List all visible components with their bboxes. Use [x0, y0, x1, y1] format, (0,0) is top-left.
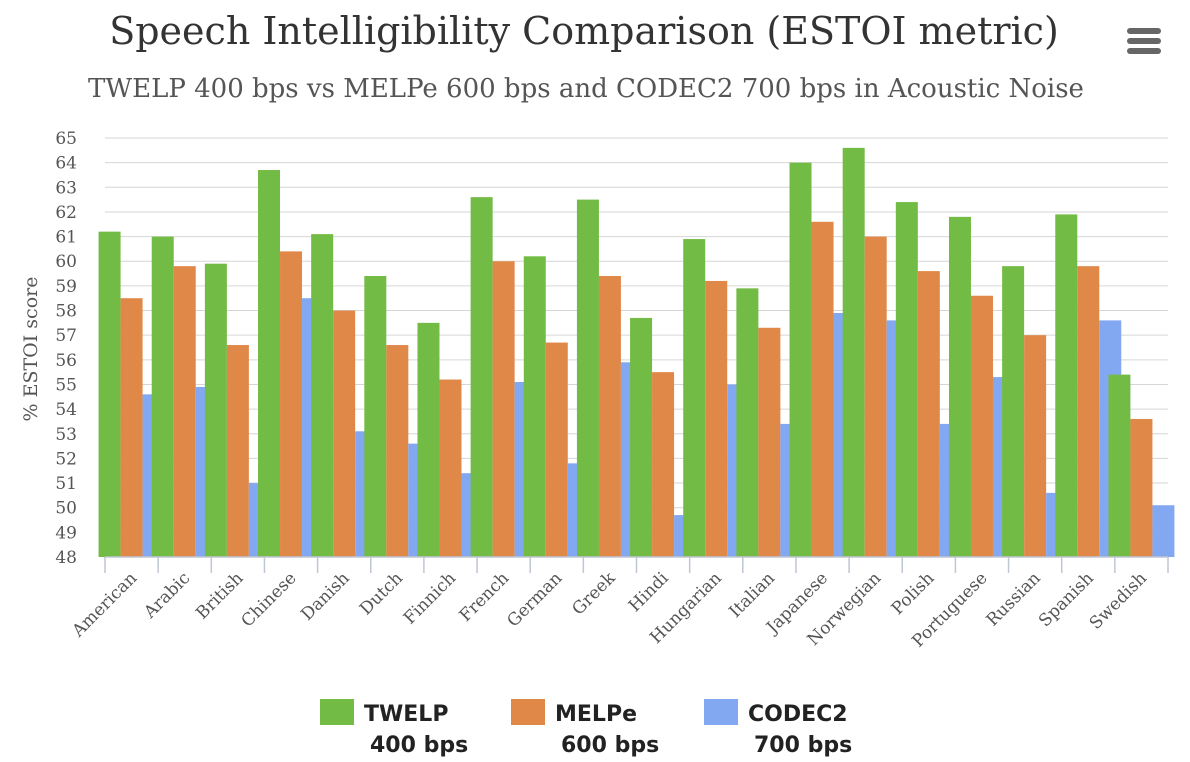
bar-twelp[interactable] [789, 162, 812, 557]
bar-melpe[interactable] [226, 345, 249, 557]
y-tick-label: 59 [55, 277, 77, 297]
legend-label: CODEC2 [748, 702, 848, 727]
y-tick-label: 49 [55, 523, 77, 543]
x-tick-label: Hindi [625, 568, 673, 616]
bar-twelp[interactable] [948, 216, 971, 557]
bar-melpe[interactable] [1130, 418, 1153, 557]
x-tick-label: Polish [888, 568, 939, 619]
legend-swatch [704, 699, 738, 725]
bar-twelp[interactable] [1055, 214, 1078, 557]
y-tick-label: 51 [55, 474, 77, 494]
bar-twelp[interactable] [204, 263, 227, 557]
y-tick-label: 58 [55, 302, 77, 322]
y-tick-label: 65 [55, 129, 77, 149]
bar-twelp[interactable] [258, 170, 281, 557]
bar-twelp[interactable] [1002, 266, 1025, 557]
x-tick-label: Russian [983, 568, 1045, 630]
bar-twelp[interactable] [842, 147, 865, 557]
x-axis [104, 556, 1169, 573]
menu-button[interactable] [1122, 24, 1166, 58]
x-tick-label: Danish [297, 568, 353, 624]
bar-twelp[interactable] [630, 317, 653, 557]
legend-item-twelp[interactable]: TWELP 400 bps [320, 699, 468, 758]
bar-melpe[interactable] [811, 221, 834, 558]
x-tick-label: Finnich [400, 568, 460, 628]
bar-melpe[interactable] [120, 298, 143, 557]
y-tick-label: 61 [55, 228, 77, 248]
y-tick-label: 60 [55, 252, 77, 272]
chart-subtitle: TWELP 400 bps vs MELPe 600 bps and CODEC… [88, 74, 1084, 104]
legend-label: TWELP [364, 702, 448, 727]
y-tick-label: 62 [55, 203, 77, 223]
x-tick-label: Chinese [237, 568, 300, 631]
legend-rate: 400 bps [370, 733, 468, 758]
bar-melpe[interactable] [758, 327, 781, 557]
bar-melpe[interactable] [917, 271, 940, 557]
y-tick-label: 48 [55, 548, 77, 568]
bar-twelp[interactable] [311, 234, 334, 557]
bar-codec2[interactable] [1152, 505, 1175, 557]
legend-item-melpe[interactable]: MELPe 600 bps [511, 699, 659, 758]
bar-melpe[interactable] [439, 379, 462, 557]
y-tick-label: 64 [55, 154, 77, 174]
bar-melpe[interactable] [705, 280, 728, 557]
x-tick-label: Italian [725, 568, 779, 622]
bar-melpe[interactable] [1024, 335, 1047, 557]
bar-twelp[interactable] [576, 199, 599, 557]
bar-melpe[interactable] [280, 251, 303, 557]
bar-melpe[interactable] [598, 276, 621, 557]
bar-twelp[interactable] [417, 322, 440, 557]
x-tick-label: Swedish [1086, 568, 1151, 633]
legend-label: MELPe [555, 702, 637, 727]
y-axis-label: % ESTOI score [20, 277, 42, 422]
y-tick-label: 52 [55, 449, 77, 469]
bar-melpe[interactable] [545, 342, 568, 557]
y-tick-label: 56 [55, 351, 77, 371]
bar-melpe[interactable] [652, 372, 675, 557]
bar-melpe[interactable] [492, 261, 515, 557]
legend-rate: 700 bps [754, 733, 852, 758]
bar-twelp[interactable] [1108, 374, 1131, 557]
chart-title: Speech Intelligibility Comparison (ESTOI… [109, 9, 1059, 53]
y-tick-label: 54 [55, 400, 77, 420]
bar-twelp[interactable] [98, 231, 121, 558]
bar-twelp[interactable] [364, 276, 387, 557]
bar-melpe[interactable] [1077, 266, 1100, 557]
hamburger-menu-icon [1127, 28, 1161, 54]
bar-melpe[interactable] [970, 295, 993, 557]
y-tick-label: 57 [55, 326, 77, 346]
bar-twelp[interactable] [523, 256, 546, 557]
bar-melpe[interactable] [173, 266, 196, 557]
y-tick-label: 55 [55, 375, 77, 395]
legend-item-codec2[interactable]: CODEC2 700 bps [704, 699, 852, 758]
y-axis-ticks: 48 49 50 51 52 53 54 55 56 57 58 59 60 61 62 63 64 65 [55, 129, 77, 568]
y-tick-label: 63 [55, 178, 77, 198]
bar-twelp[interactable] [736, 288, 759, 557]
bars [98, 147, 1175, 558]
y-tick-label: 50 [55, 499, 77, 519]
legend-swatch [320, 699, 354, 725]
x-tick-label: Greek [568, 568, 619, 619]
bar-twelp[interactable] [683, 239, 706, 557]
bar-twelp[interactable] [895, 202, 918, 558]
bar-twelp[interactable] [470, 197, 493, 557]
bar-melpe[interactable] [386, 345, 409, 557]
x-tick-label: Arabic [140, 568, 195, 623]
legend-swatch [511, 699, 545, 725]
bar-twelp[interactable] [151, 236, 174, 557]
bar-melpe[interactable] [333, 310, 356, 557]
legend: TWELP 400 bps MELPe 600 bps CODEC2 700 bps [320, 699, 852, 758]
x-tick-label: Dutch [356, 568, 407, 619]
bar-melpe[interactable] [864, 236, 887, 557]
x-tick-label: German [503, 568, 566, 631]
x-tick-label: American [68, 568, 141, 641]
y-tick-label: 53 [55, 425, 77, 445]
legend-rate: 600 bps [561, 733, 659, 758]
